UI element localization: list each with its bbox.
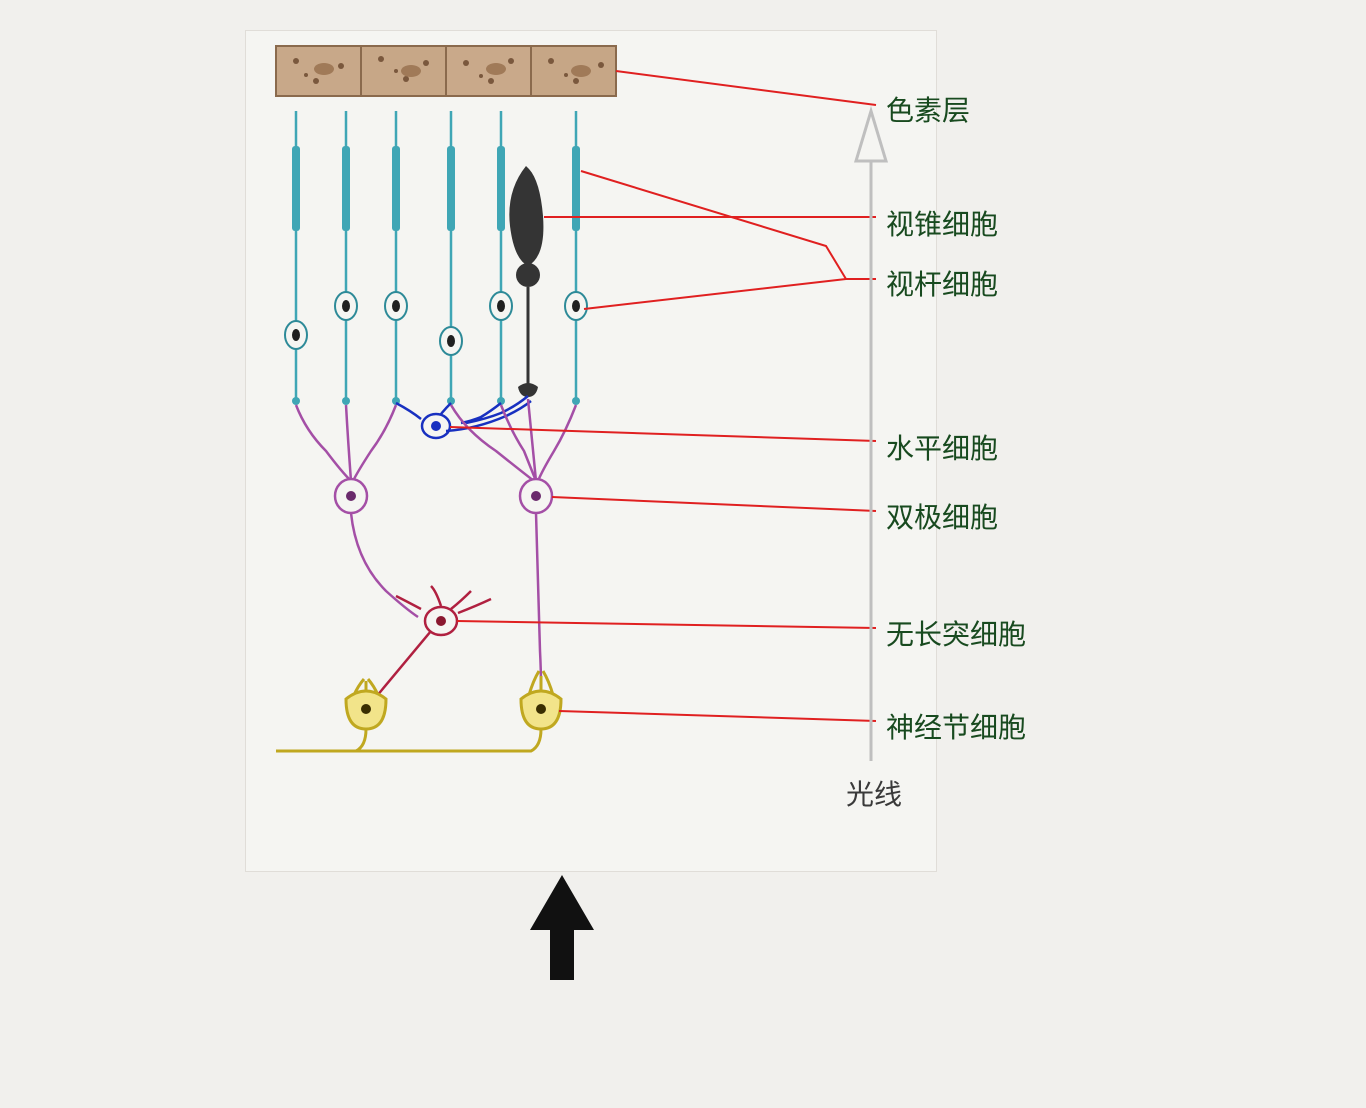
label-bipolar: 双极细胞	[886, 496, 998, 536]
cone-cell	[509, 166, 543, 397]
label-amacrine: 无长突细胞	[886, 613, 1026, 653]
bipolar-cells	[296, 399, 576, 686]
pigment-layer	[276, 46, 616, 96]
rod-cells	[285, 111, 587, 405]
diagram-panel: 色素层 视锥细胞 视杆细胞 水平细胞 双极细胞 无长突细胞 神经节细胞 光线	[245, 30, 937, 872]
label-cone: 视锥细胞	[886, 203, 998, 243]
horizontal-cell	[396, 396, 531, 438]
black-arrow-icon	[530, 875, 594, 980]
amacrine-cell	[366, 586, 491, 709]
retina-diagram-svg	[246, 31, 936, 871]
label-horizontal: 水平细胞	[886, 427, 998, 467]
light-arrow	[856, 111, 886, 761]
label-light: 光线	[846, 773, 902, 813]
label-pigment: 色素层	[886, 89, 970, 129]
label-ganglion: 神经节细胞	[886, 706, 1026, 746]
ganglion-cells	[276, 671, 561, 751]
leader-lines	[450, 71, 876, 721]
label-rod: 视杆细胞	[886, 263, 998, 303]
